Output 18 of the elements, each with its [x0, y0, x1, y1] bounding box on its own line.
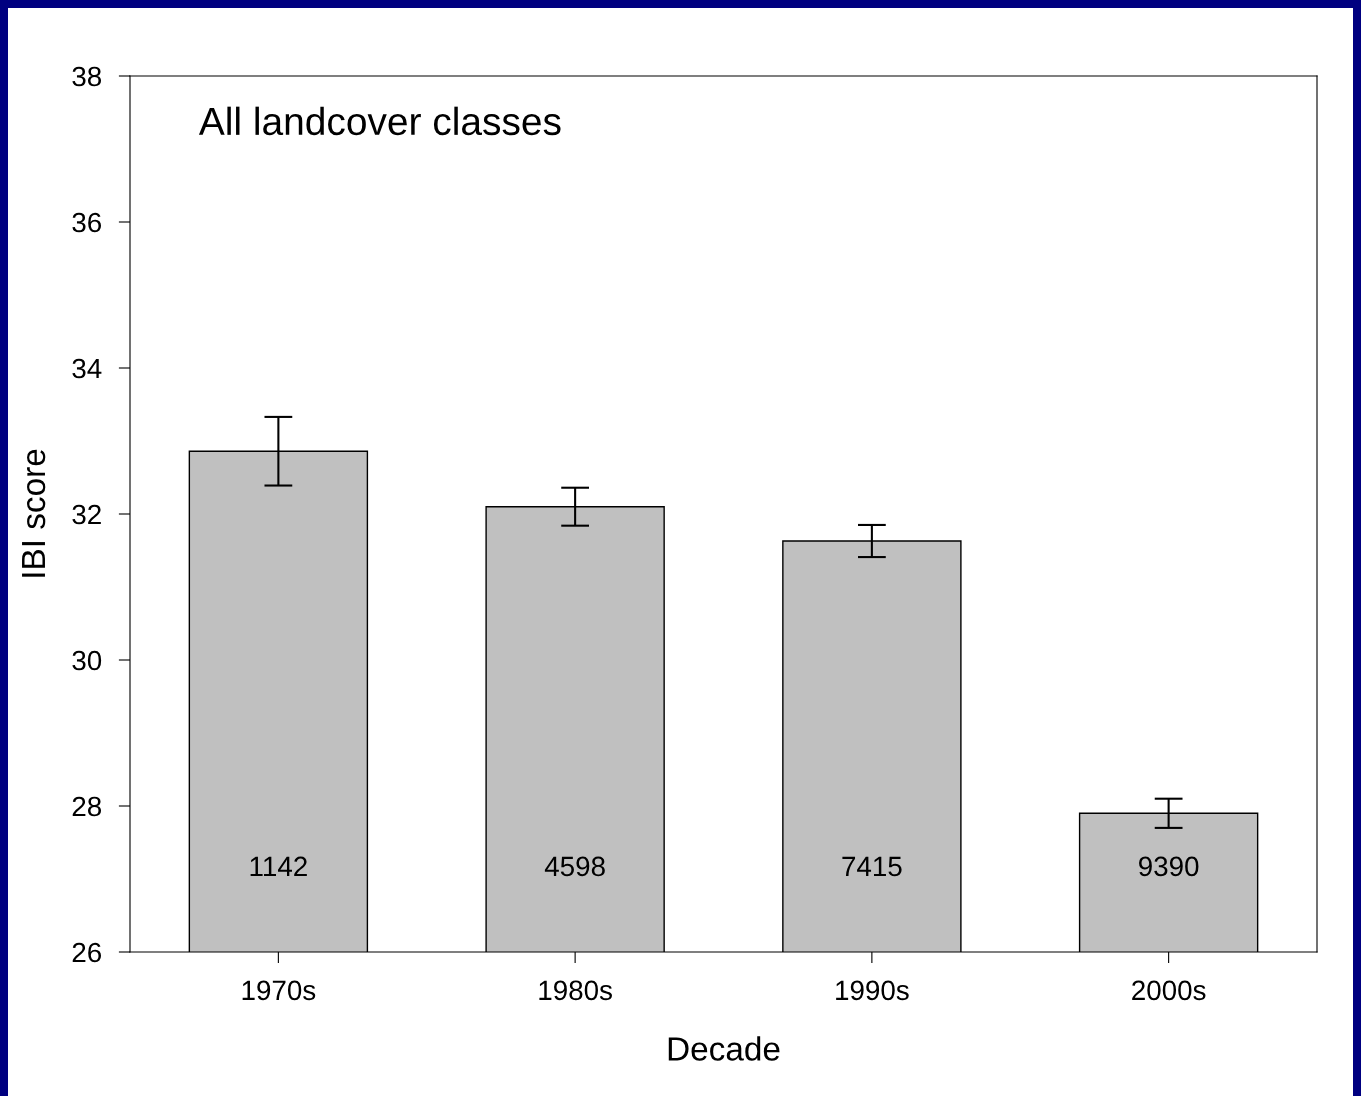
x-tick-label: 2000s	[1132, 980, 1206, 1001]
y-tick-label: 34	[72, 358, 102, 379]
annotation: 1142	[250, 856, 307, 876]
y-tick-label: 36	[72, 212, 101, 233]
annotation: 4598	[544, 856, 605, 877]
x-tick-label: 1980s	[539, 980, 612, 1001]
text: All landcover classes	[198, 106, 561, 136]
y-tick-label: 32	[72, 504, 101, 525]
y-tick-label: 38	[72, 66, 102, 87]
annotation: 9390	[1139, 856, 1199, 877]
y-axis-title: IBI score	[22, 449, 46, 577]
x-axis-title: Decade	[668, 1036, 780, 1061]
annotation: 7415	[842, 856, 902, 877]
y-tick-label: 30	[72, 650, 102, 671]
y-tick-label: 28	[72, 796, 102, 817]
x-tick-label: 1990s	[836, 980, 909, 1001]
x-tick-label: 1970s	[242, 980, 316, 1001]
y-tick-label: 26	[72, 942, 101, 963]
